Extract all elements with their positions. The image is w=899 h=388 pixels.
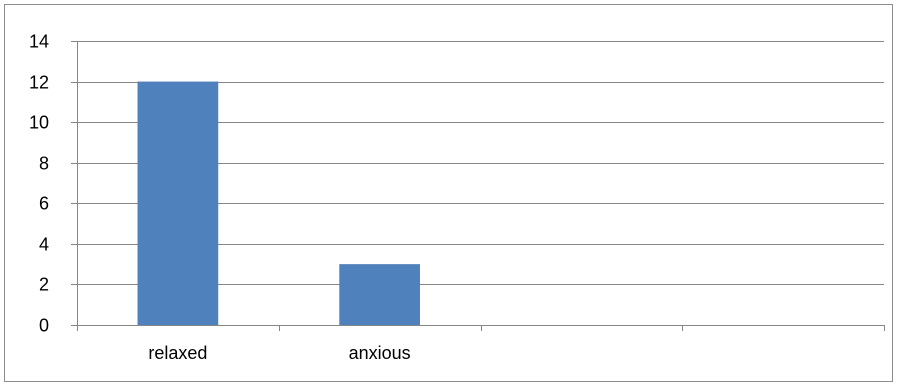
x-category-labels: relaxed anxious	[148, 343, 410, 363]
bars	[137, 81, 420, 325]
y-tick-label: 4	[39, 235, 49, 255]
x-category-label: relaxed	[148, 343, 207, 363]
bar-anxious	[339, 264, 420, 325]
y-tick-label: 2	[39, 275, 49, 295]
y-tick-label: 10	[29, 113, 49, 133]
y-tick-label: 14	[29, 32, 49, 52]
y-tick-label: 0	[39, 316, 49, 336]
y-tick-label: 8	[39, 154, 49, 174]
chart-frame: 0 2 4 6 8 10 12 14 relaxed anxious	[4, 4, 893, 382]
bar-relaxed	[137, 81, 219, 325]
y-tick-label: 6	[39, 194, 49, 214]
x-category-label: anxious	[349, 343, 411, 363]
bar-chart: 0 2 4 6 8 10 12 14 relaxed anxious	[29, 32, 885, 363]
y-tick-label: 12	[29, 73, 49, 93]
axes	[71, 41, 885, 331]
y-tick-labels: 0 2 4 6 8 10 12 14	[29, 32, 49, 336]
